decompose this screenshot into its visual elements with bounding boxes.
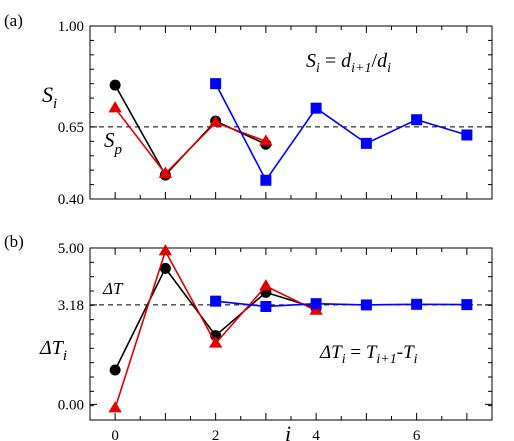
panel-a-ref-label: Sp [104,128,123,158]
data-point-square [411,114,423,126]
eq-a-num-sub: i+1 [351,61,371,76]
eq-a-num: d [341,50,352,72]
eq-b-a: T [366,342,378,363]
eq-a-den: d [377,50,388,72]
panel-a-series [108,78,473,186]
data-point-square [310,102,322,114]
panel-b-ref-label: ΔT [102,279,124,298]
data-point-triangle [108,401,122,413]
data-point-square [411,298,423,310]
x-tick-label: 0 [111,428,119,441]
y-tick-label: 0.00 [58,397,84,413]
data-point-circle [109,79,121,91]
eq-a-den-sub: i [387,61,391,76]
panel-a-ticks: 0.40 0.65 1.00 [58,19,492,208]
data-point-triangle [158,166,173,178]
data-point-square [260,174,272,186]
eq-b-b-sub: i [414,352,418,367]
data-point-square [210,295,222,307]
y-tick-label: 3.18 [58,298,84,314]
eq-a-sep: / [372,50,378,72]
y-tick-label: 0.65 [58,120,84,136]
series-line-triangle [114,249,317,409]
panel-b-ylabel-main: ΔT [39,337,65,359]
eq-b-lhs-sub: i [342,352,346,367]
panel-a-frame [89,25,493,200]
data-point-triangle [259,134,273,146]
data-point-square [310,298,322,310]
panel-a: (a) 0.400.651.00 Si Sp Si = di+1/di [4,11,493,208]
data-point-triangle [108,101,122,113]
panel-b-ylabel: ΔTi [39,337,67,364]
data-point-square [461,129,473,141]
panel-b: (b) 0 2 4 60.003.185.00 ΔTi ΔT ΔTi = Ti+1-T… [4,232,493,441]
panel-a-ylabel: Si [42,82,57,112]
eq-b-minus: - [397,342,403,363]
panel-b-ticks: 0 2 4 6 0.00 3.18 5.00 [58,241,492,441]
y-tick-label: 1.00 [58,19,84,35]
panel-a-label: (a) [4,11,23,30]
panel-a-ref-label-sub: p [114,142,123,158]
series-line-triangle [114,107,267,175]
y-tick-label: 0.40 [58,192,84,208]
data-point-circle [159,262,171,274]
data-point-triangle [208,336,223,348]
data-point-square [210,78,222,90]
panel-b-equation: ΔTi = Ti+1-Ti [319,342,418,367]
panel-a-equation: Si = di+1/di [306,50,391,76]
data-point-square [360,299,372,311]
x-tick-label: 4 [312,428,320,441]
panel-b-ylabel-sub: i [63,348,67,364]
panel-a-ref-label-main: S [104,128,115,152]
eq-b-lhs: ΔT [319,342,343,363]
eq-b-a-sub: i+1 [376,352,396,367]
eq-b-equals: = [346,342,366,363]
data-point-circle [109,364,121,376]
eq-b-b: T [403,342,415,363]
series-line-square [214,83,468,182]
panel-b-frame [89,247,493,421]
y-tick-label: 5.00 [58,241,84,257]
panel-b-series [108,244,473,413]
eq-a-lhs: S [306,50,316,72]
series-line-square [215,300,467,308]
x-axis-label: i [285,421,291,441]
panel-a-ylabel-main: S [42,82,53,107]
data-point-triangle [158,244,173,256]
panel-a-ylabel-sub: i [53,96,57,112]
data-point-square [260,300,272,312]
eq-a-equals: = [320,50,341,72]
data-point-triangle [259,279,273,291]
series-line-circle [114,266,317,371]
eq-a-lhs-sub: i [316,61,320,76]
data-point-square [360,137,372,149]
data-point-square [461,299,473,311]
x-tick-label: 6 [413,428,421,441]
data-point-triangle [208,115,223,127]
x-tick-label: 2 [212,428,220,441]
series-line-circle [114,84,267,177]
panel-b-label: (b) [4,232,24,251]
